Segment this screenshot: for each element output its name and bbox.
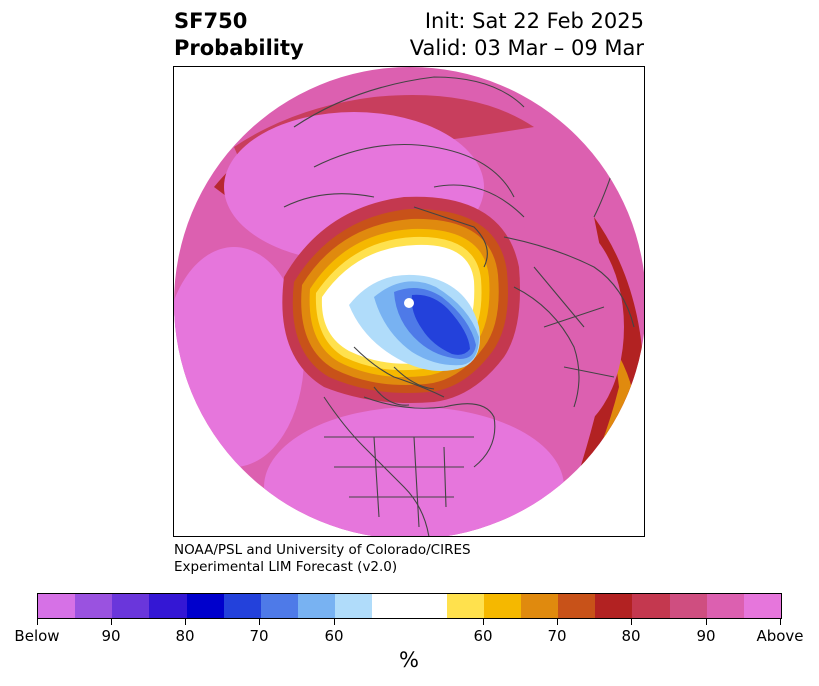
colorbar-segment bbox=[558, 594, 596, 618]
colorbar-segment bbox=[186, 594, 224, 618]
title-variable: SF750 Probability bbox=[174, 8, 304, 62]
colorbar-tickmark bbox=[259, 619, 260, 625]
credit-line-2: Experimental LIM Forecast (v2.0) bbox=[174, 559, 398, 575]
colorbar-tickmark bbox=[334, 619, 335, 625]
tick-label-above: Above bbox=[756, 627, 804, 645]
colorbar-segment bbox=[75, 594, 113, 618]
colorbar-unit: % bbox=[399, 648, 419, 672]
colorbar-segment bbox=[38, 594, 76, 618]
tick-label-above-60: 60 bbox=[473, 627, 493, 645]
colorbar-segment bbox=[298, 594, 336, 618]
tick-label-below-90: 90 bbox=[101, 627, 121, 645]
colorbar-tickmark bbox=[557, 619, 558, 625]
pole-marker bbox=[404, 298, 414, 308]
colorbar-segment bbox=[743, 594, 782, 618]
colorbar-tickmark bbox=[185, 619, 186, 625]
colorbar-segment bbox=[223, 594, 261, 618]
tick-label-above-80: 80 bbox=[621, 627, 641, 645]
tick-label-above-90: 90 bbox=[696, 627, 716, 645]
colorbar bbox=[37, 593, 782, 619]
title-dates: Init: Sat 22 Feb 2025 Valid: 03 Mar – 09… bbox=[410, 8, 644, 62]
valid-range: Valid: 03 Mar – 09 Mar bbox=[409, 36, 644, 60]
title-variable-type: Probability bbox=[174, 36, 304, 60]
field-band-east-70 bbox=[574, 347, 637, 507]
colorbar-segment bbox=[372, 594, 447, 618]
colorbar-tickmark bbox=[483, 619, 484, 625]
below-75 bbox=[411, 294, 470, 355]
colorbar-segment bbox=[521, 594, 559, 618]
colorbar-tickmark bbox=[780, 619, 781, 625]
tick-label-below-60: 60 bbox=[324, 627, 344, 645]
colorbar-segment bbox=[669, 594, 707, 618]
tick-label-below: Below bbox=[14, 627, 60, 645]
title-variable-name: SF750 bbox=[174, 9, 248, 33]
colorbar-segment bbox=[595, 594, 633, 618]
colorbar-segment bbox=[260, 594, 299, 618]
coastlines bbox=[283, 76, 635, 536]
tick-label-below-80: 80 bbox=[175, 627, 195, 645]
map-panel bbox=[173, 66, 645, 537]
init-date: Init: Sat 22 Feb 2025 bbox=[424, 9, 644, 33]
colorbar-segment bbox=[149, 594, 187, 618]
colorbar-segment bbox=[112, 594, 150, 618]
credit-line-1: NOAA/PSL and University of Colorado/CIRE… bbox=[174, 542, 471, 558]
colorbar-segment bbox=[706, 594, 744, 618]
tick-label-below-70: 70 bbox=[249, 627, 269, 645]
colorbar-segment bbox=[446, 594, 484, 618]
colorbar-segment bbox=[632, 594, 670, 618]
colorbar-tickmark bbox=[37, 619, 38, 625]
tick-label-above-70: 70 bbox=[547, 627, 567, 645]
colorbar-tickmark bbox=[706, 619, 707, 625]
credit-text: NOAA/PSL and University of Colorado/CIRE… bbox=[174, 542, 471, 576]
polar-map bbox=[174, 67, 644, 536]
colorbar-tickmark bbox=[111, 619, 112, 625]
colorbar-tickmark bbox=[631, 619, 632, 625]
colorbar-segment bbox=[483, 594, 522, 618]
colorbar-segment bbox=[335, 594, 373, 618]
